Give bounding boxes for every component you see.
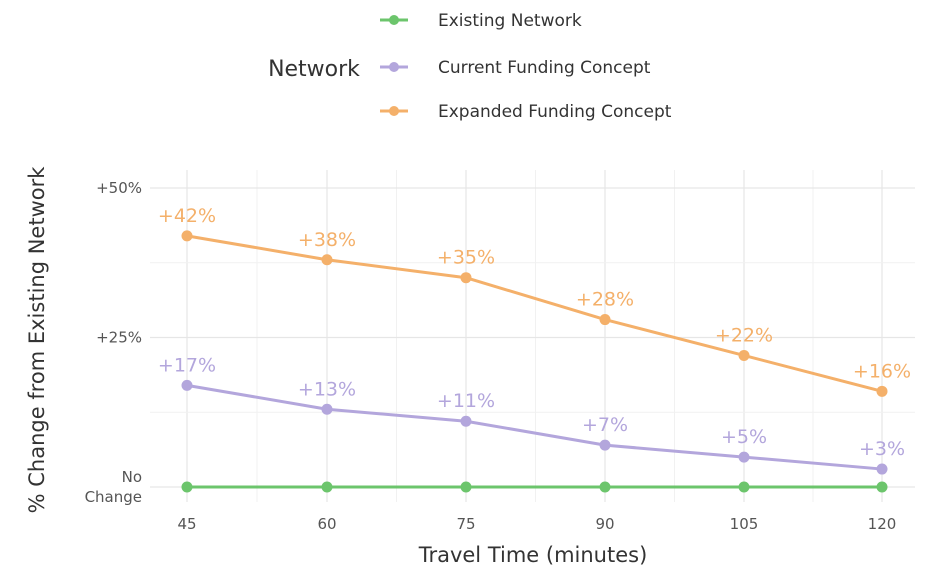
legend-label: Expanded Funding Concept xyxy=(438,102,672,122)
legend-items: Existing Network Current Funding Concept E… xyxy=(380,11,672,122)
data-point-expanded-funding-concept xyxy=(599,314,611,326)
x-tick-label: 120 xyxy=(868,515,897,533)
data-label-expanded-funding-concept: +38% xyxy=(298,229,356,251)
x-tick-label: 75 xyxy=(456,515,475,533)
y-tick-label-line: No xyxy=(122,468,142,486)
series-lines xyxy=(186,234,883,489)
data-point-existing-network xyxy=(321,481,333,493)
x-tick-label: 45 xyxy=(177,515,196,533)
data-point-expanded-funding-concept xyxy=(876,385,888,397)
data-label-expanded-funding-concept: +42% xyxy=(158,205,216,227)
data-point-current-funding-concept xyxy=(738,451,750,463)
data-label-current-funding-concept: +17% xyxy=(158,354,216,376)
x-tick-labels: 45 60 75 90 105 120 xyxy=(177,515,896,533)
grid-lines xyxy=(150,170,915,502)
y-tick-label-line: Change xyxy=(85,488,142,506)
series-line-current-funding-concept xyxy=(186,383,883,471)
legend: Network Existing Network Current Funding … xyxy=(268,11,672,122)
y-tick-label-line: +50% xyxy=(96,179,142,197)
y-tick-label: No Change xyxy=(85,468,142,506)
data-point-expanded-funding-concept xyxy=(738,349,750,361)
data-label-current-funding-concept: +11% xyxy=(437,390,495,412)
y-tick-labels: No Change +25% +50% xyxy=(85,179,142,506)
legend-item-existing-network: Existing Network xyxy=(380,11,582,31)
legend-swatch-point xyxy=(389,106,399,116)
data-point-current-funding-concept xyxy=(181,379,193,391)
data-point-existing-network xyxy=(738,481,750,493)
y-tick-label: +50% xyxy=(96,179,142,197)
legend-label: Existing Network xyxy=(438,11,582,31)
data-label-current-funding-concept: +3% xyxy=(859,438,905,460)
data-point-current-funding-concept xyxy=(321,403,333,415)
series-points xyxy=(181,230,888,493)
data-point-current-funding-concept xyxy=(599,439,611,451)
data-label-current-funding-concept: +7% xyxy=(582,414,628,436)
data-point-existing-network xyxy=(599,481,611,493)
data-label-expanded-funding-concept: +28% xyxy=(576,289,634,311)
data-label-expanded-funding-concept: +16% xyxy=(853,360,911,382)
series-line-expanded-funding-concept xyxy=(186,234,883,393)
data-point-current-funding-concept xyxy=(876,463,888,475)
x-tick-label: 105 xyxy=(730,515,759,533)
x-tick-label: 90 xyxy=(595,515,614,533)
data-point-existing-network xyxy=(181,481,193,493)
data-label-expanded-funding-concept: +22% xyxy=(715,324,773,346)
data-labels: +17% +13% +11% +7% +5% +3% +42% +38% +35% +28% +22… xyxy=(158,205,911,460)
legend-swatch-point xyxy=(389,62,399,72)
x-axis-title: Travel Time (minutes) xyxy=(418,543,648,567)
legend-swatch-point xyxy=(389,15,399,25)
legend-item-current-funding-concept: Current Funding Concept xyxy=(380,58,651,78)
y-tick-label-line: +25% xyxy=(96,329,142,347)
data-point-expanded-funding-concept xyxy=(321,254,333,266)
data-label-current-funding-concept: +5% xyxy=(721,426,767,448)
data-point-existing-network xyxy=(876,481,888,493)
data-point-existing-network xyxy=(460,481,472,493)
data-point-expanded-funding-concept xyxy=(460,272,472,284)
data-label-current-funding-concept: +13% xyxy=(298,378,356,400)
y-tick-label: +25% xyxy=(96,329,142,347)
legend-label: Current Funding Concept xyxy=(438,58,651,78)
data-point-expanded-funding-concept xyxy=(181,230,193,242)
legend-item-expanded-funding-concept: Expanded Funding Concept xyxy=(380,102,672,122)
y-axis-title: % Change from Existing Network xyxy=(25,166,49,514)
legend-title: Network xyxy=(268,57,360,82)
data-point-current-funding-concept xyxy=(460,415,472,427)
data-label-expanded-funding-concept: +35% xyxy=(437,247,495,269)
x-tick-label: 60 xyxy=(317,515,336,533)
